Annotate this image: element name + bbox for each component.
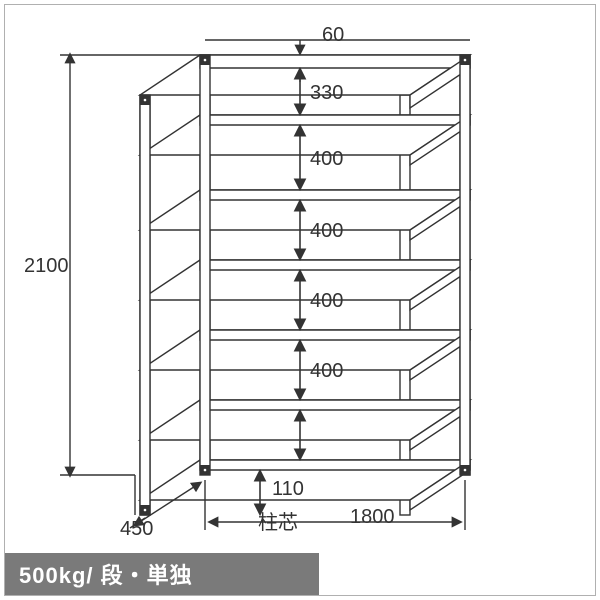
label-gap3: 400 — [310, 220, 343, 243]
post-rear-right — [400, 95, 410, 515]
label-top-thickness: 60 — [322, 24, 344, 47]
label-gap2: 400 — [310, 148, 343, 171]
shelves — [140, 55, 470, 510]
label-width: 1800 — [350, 506, 395, 529]
label-gap1: 330 — [310, 82, 343, 105]
shelving-svg — [0, 0, 600, 600]
label-gap5: 400 — [310, 360, 343, 383]
caption-bar: 500kg/ 段・単独 — [5, 553, 319, 595]
label-column-center: 柱芯 — [258, 506, 298, 535]
label-bottom-clear: 110 — [272, 478, 304, 501]
label-gap4: 400 — [310, 290, 343, 313]
label-total-height: 2100 — [24, 255, 69, 278]
caption-text: 500kg/ 段・単独 — [19, 558, 193, 590]
diagram-stage: 60 330 400 400 400 400 110 2100 450 柱芯 1… — [0, 0, 600, 600]
label-depth: 450 — [120, 518, 153, 541]
